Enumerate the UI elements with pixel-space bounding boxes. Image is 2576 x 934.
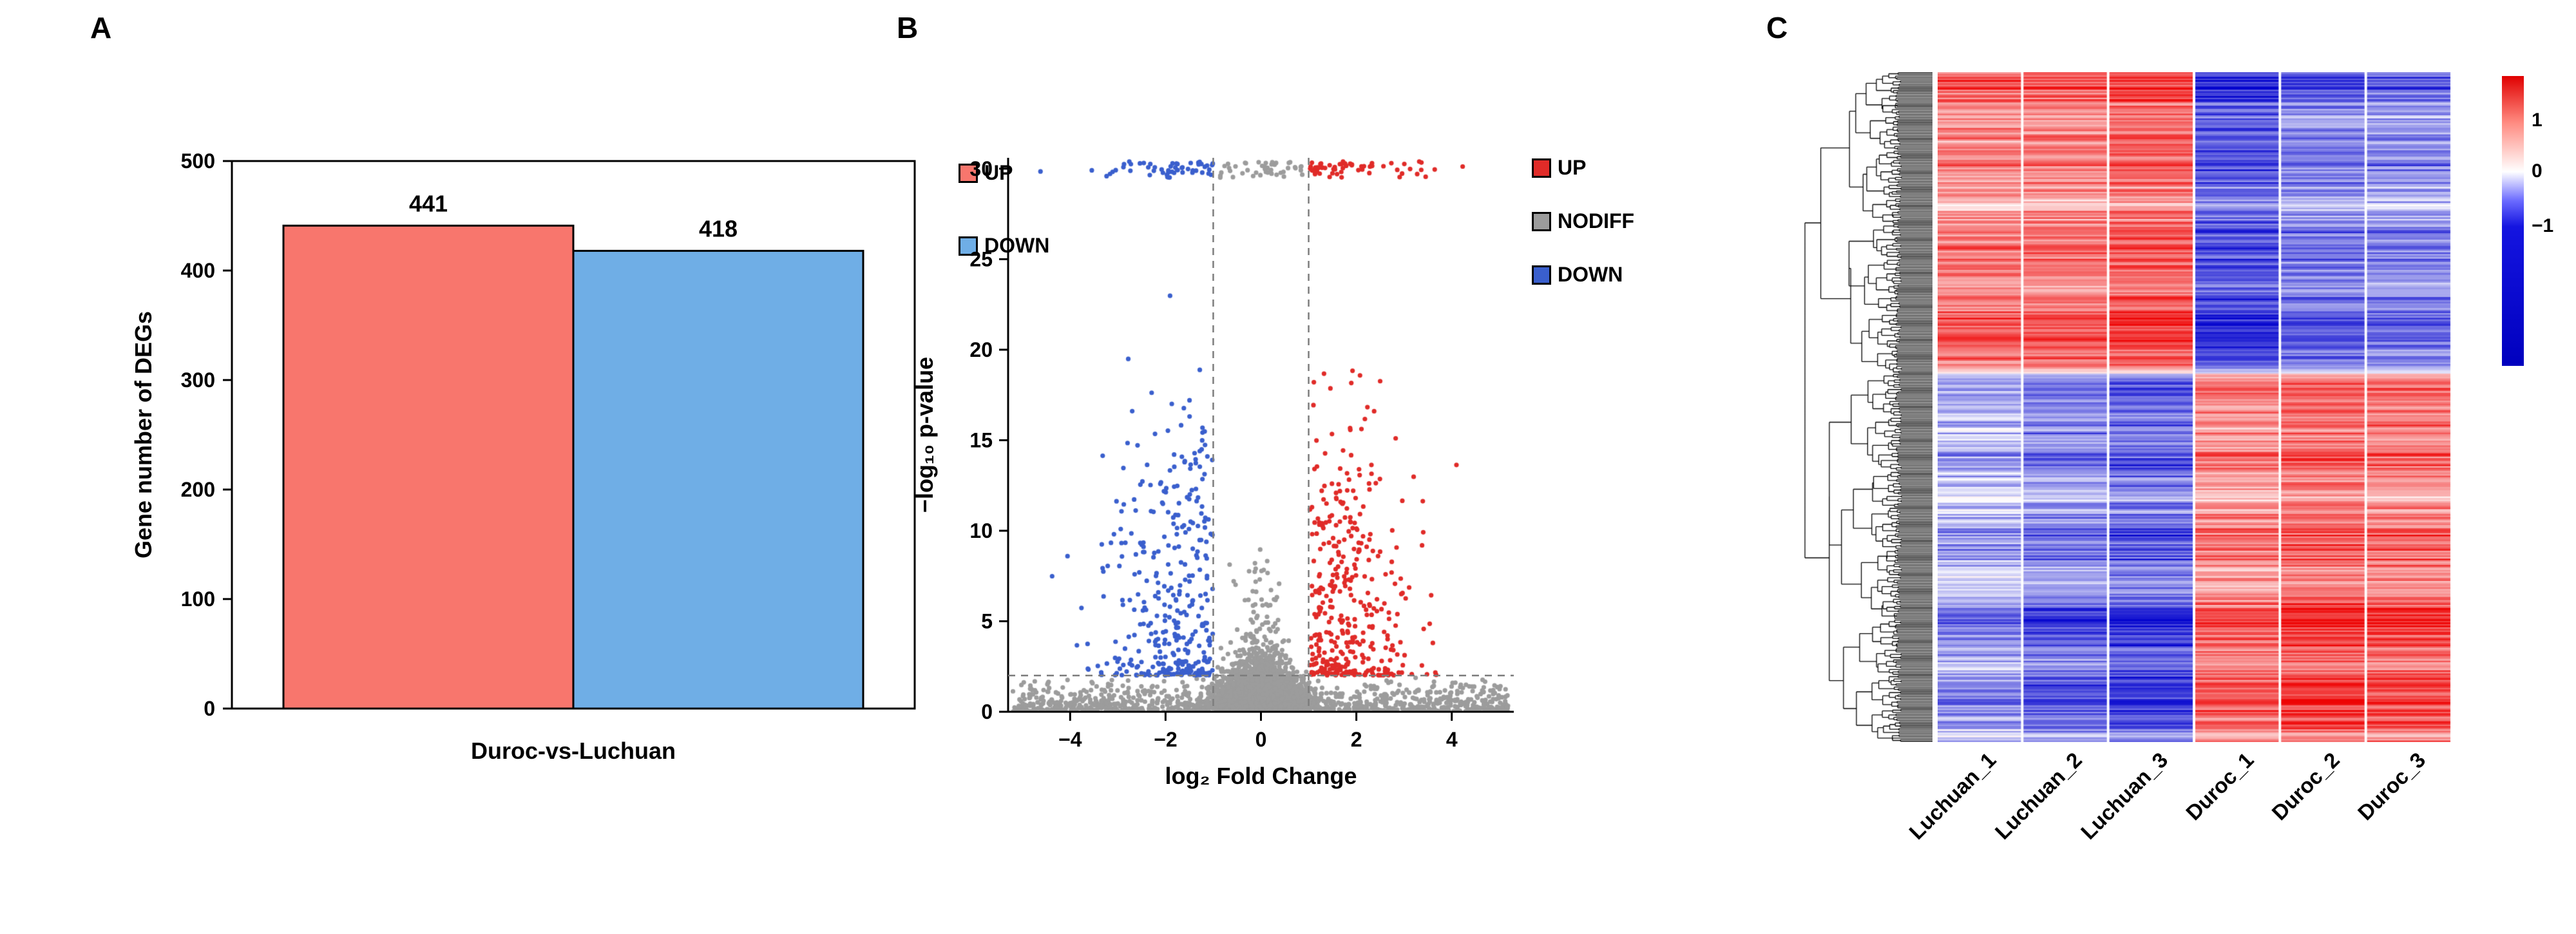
volcano-axes: −4 −2 0 2 4 0 5 10 15 20 25 30 log₂ Fold Change −log₁… — [911, 157, 1514, 789]
heatmap-column-label: Luchuan_1 — [1904, 748, 2000, 844]
heatmap-column-label: Luchuan_3 — [2076, 748, 2172, 844]
bar-value-label: 441 — [409, 190, 448, 216]
legend-item-nodiff: NODIFF — [1532, 209, 1634, 233]
volcano-legend: UP NODIFF DOWN — [1532, 156, 1634, 316]
y-tick-label: 0 — [204, 697, 215, 720]
colorbar-tick-label: 1 — [2532, 109, 2543, 131]
down-swatch — [1532, 265, 1551, 285]
y-tick-label: 400 — [181, 259, 215, 282]
colorbar — [2502, 76, 2524, 366]
y-tick-label: 500 — [181, 149, 215, 173]
x-tick-label: −2 — [1154, 728, 1177, 751]
legend-label-down: DOWN — [1558, 263, 1623, 286]
x-axis-title: log₂ Fold Change — [1165, 763, 1357, 789]
up-swatch — [959, 163, 978, 183]
y-tick-label: 25 — [969, 247, 993, 271]
colorbar-tick-label: 0 — [2532, 160, 2543, 182]
x-tick-label: 4 — [1446, 728, 1458, 751]
y-tick-label: 5 — [981, 609, 993, 633]
volcano-points — [1008, 158, 1514, 712]
down-swatch — [959, 236, 978, 256]
legend-label-nodiff: NODIFF — [1558, 209, 1635, 233]
colorbar-tick-label: −1 — [2532, 215, 2554, 236]
bar-down — [572, 249, 864, 710]
y-tick-label: 0 — [981, 700, 993, 723]
y-tick-label: 10 — [969, 519, 993, 542]
dendrogram — [1804, 72, 1932, 742]
colorbar-ticks: 1 0 −1 — [2532, 76, 2570, 366]
x-tick-label: 2 — [1351, 728, 1362, 751]
legend-label-up: UP — [1558, 156, 1587, 179]
y-tick-label: 300 — [181, 368, 215, 392]
y-tick-label: 20 — [969, 338, 993, 361]
legend-item-up: UP — [1532, 156, 1634, 180]
bar-value-label: 418 — [699, 215, 738, 242]
panel-c-label: C — [1766, 11, 1788, 44]
heatmap-column-label: Duroc_3 — [2353, 748, 2430, 825]
y-axis-title: −log₁₀ p-value — [911, 357, 938, 513]
nodiff-swatch — [1532, 211, 1551, 231]
heatmap-column-label: Duroc_2 — [2267, 748, 2344, 825]
y-tick-label: 200 — [181, 478, 215, 501]
x-tick-label: 0 — [1255, 728, 1267, 751]
bar-chart: 0 100 200 300 400 500 441 418 Duroc-vs-Luchuan Ge… — [130, 149, 916, 764]
y-tick-label: 15 — [969, 428, 993, 452]
y-tick-label: 30 — [969, 157, 993, 180]
up-swatch — [1532, 158, 1551, 178]
heatmap-canvas — [1938, 72, 2453, 742]
bar-up — [282, 224, 575, 710]
x-axis-title: Duroc-vs-Luchuan — [471, 738, 676, 764]
heatmap-column-label: Duroc_1 — [2181, 748, 2258, 825]
x-tick-label: −4 — [1058, 728, 1082, 751]
heatmap-column-label: Luchuan_2 — [1990, 748, 2086, 844]
y-tick-label: 100 — [181, 587, 215, 611]
panel-a-label: A — [90, 11, 112, 44]
panel-b-label: B — [897, 11, 919, 44]
y-axis-title: Gene number of DEGs — [130, 311, 157, 558]
legend-item-down: DOWN — [1532, 263, 1634, 287]
